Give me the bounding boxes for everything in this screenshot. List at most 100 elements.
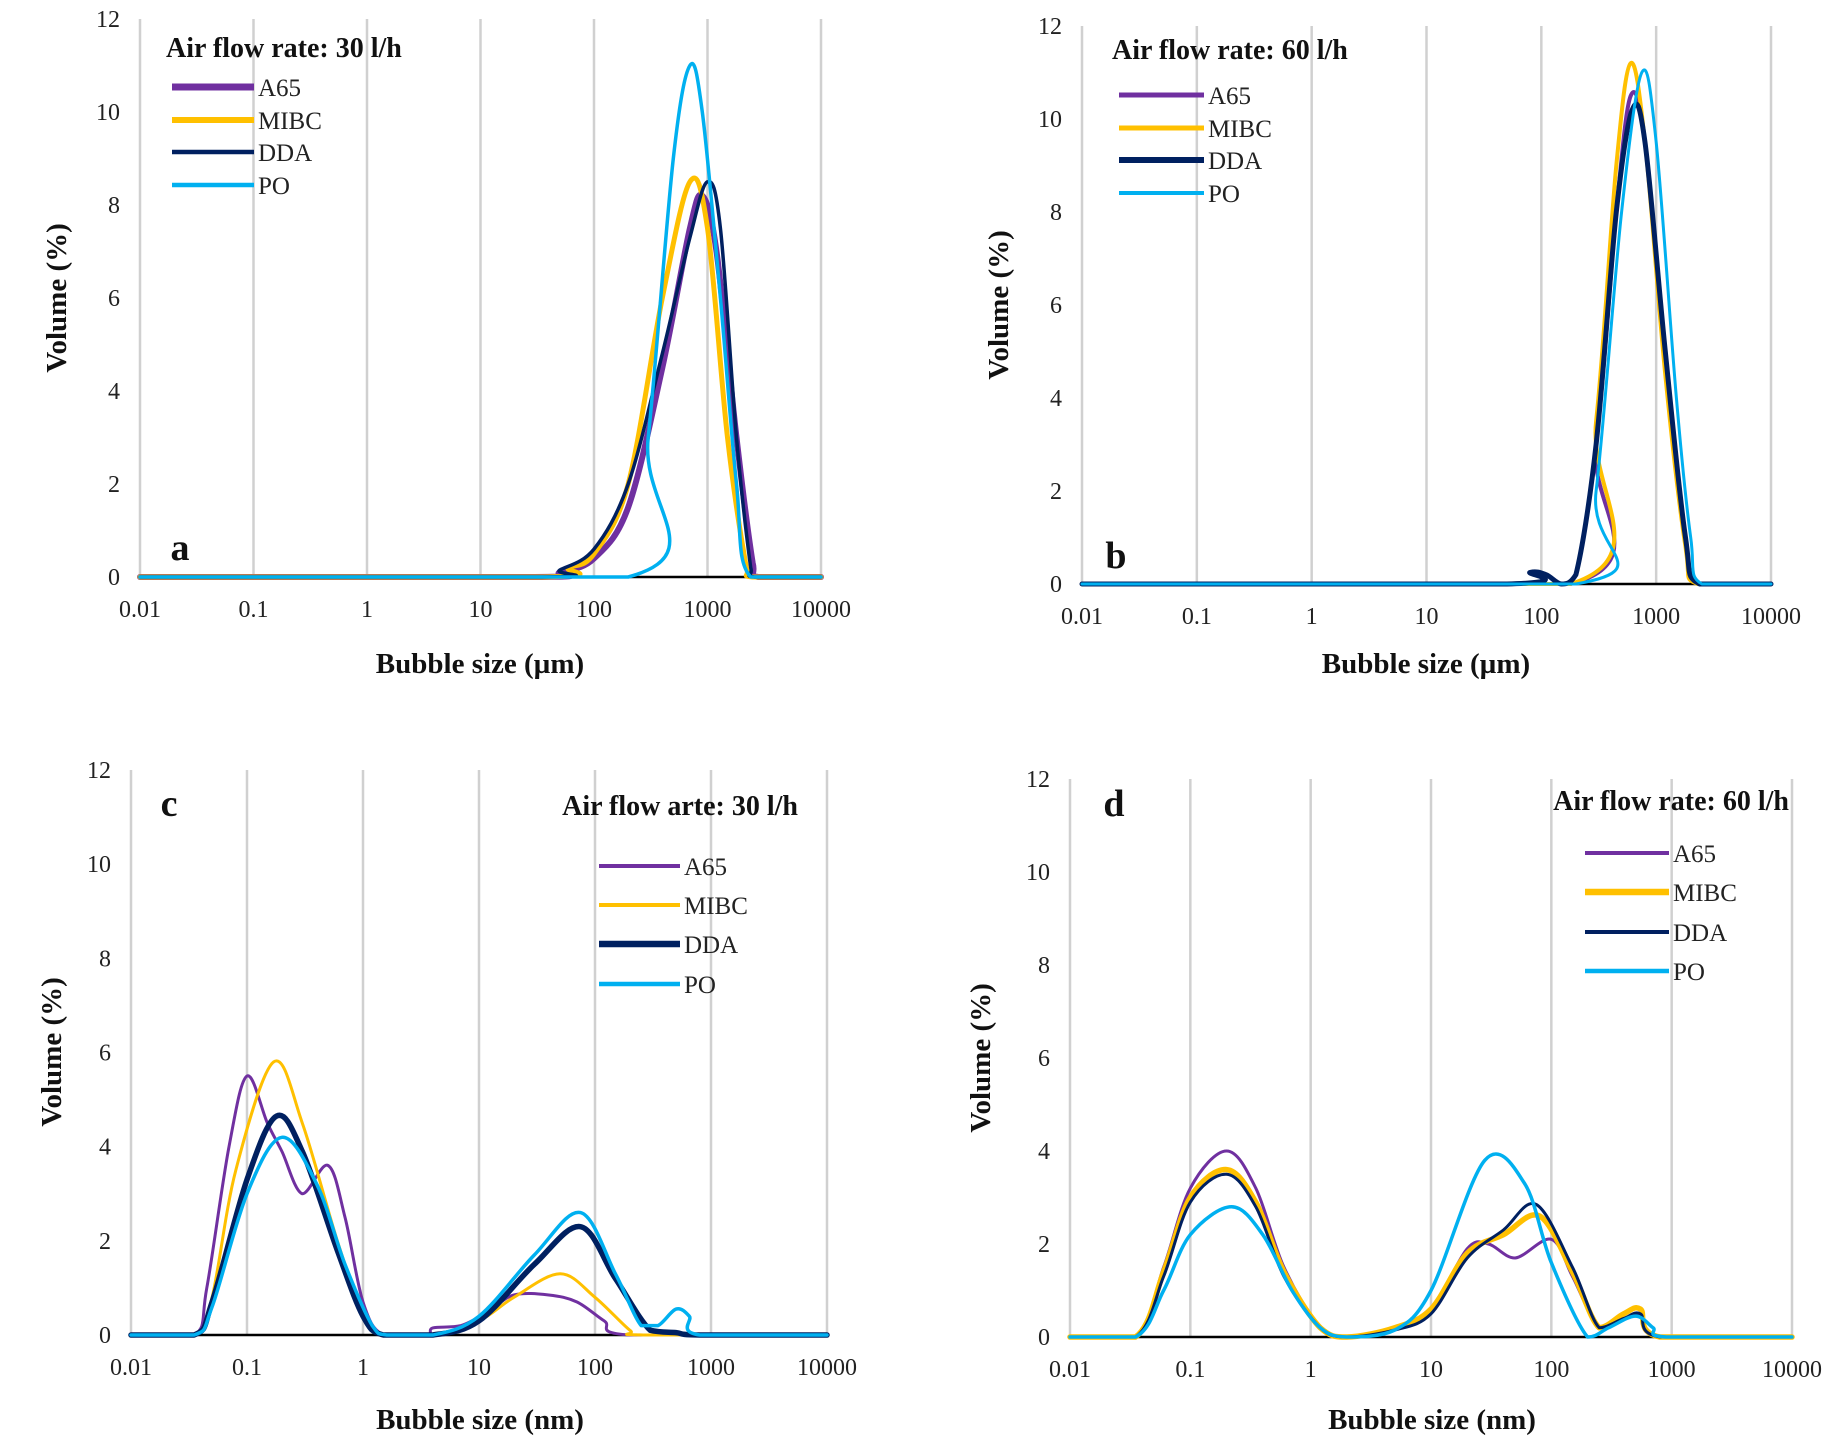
y-tick-label: 8: [108, 193, 120, 219]
series-line-po: [1068, 1152, 1794, 1339]
x-tick-label: 1000: [684, 597, 732, 623]
panel-letter: b: [1105, 535, 1126, 577]
y-tick-label: 6: [1050, 293, 1062, 319]
legend-label-a65: A65: [1673, 841, 1716, 868]
x-tick-label: 10: [1415, 604, 1439, 630]
x-tick-label: 1: [1306, 604, 1318, 630]
x-tick-label: 10000: [1762, 1357, 1822, 1383]
x-axis-label: Bubble size (µm): [376, 648, 584, 680]
x-tick-label: 1: [1305, 1357, 1317, 1383]
chart-title: Air flow rate: 60 l/h: [1112, 35, 1348, 66]
legend-label-dda: DDA: [258, 140, 312, 167]
y-tick-label: 6: [99, 1041, 111, 1067]
y-tick-label: 12: [87, 758, 111, 784]
y-tick-label: 6: [1038, 1046, 1050, 1072]
series-line-po: [138, 61, 823, 579]
x-tick-label: 10000: [1741, 604, 1801, 630]
x-tick-label: 10: [1419, 1357, 1443, 1383]
y-tick-label: 0: [108, 565, 120, 591]
y-tick-label: 0: [1038, 1325, 1050, 1351]
y-tick-label: 6: [108, 286, 120, 312]
x-tick-label: 100: [577, 1355, 613, 1381]
legend-label-po: PO: [684, 972, 716, 999]
y-tick-label: 12: [96, 7, 120, 33]
x-tick-label: 10000: [791, 597, 851, 623]
y-tick-label: 0: [1050, 572, 1062, 598]
panel-letter: a: [171, 527, 190, 569]
x-axis-label: Bubble size (nm): [376, 1404, 584, 1436]
legend-label-a65: A65: [258, 75, 301, 102]
legend-label-a65: A65: [684, 854, 727, 881]
y-tick-label: 12: [1026, 767, 1050, 793]
y-tick-label: 4: [99, 1135, 111, 1161]
y-tick-label: 8: [1050, 200, 1062, 226]
chart-d: 0.01 0.1 1 10 100 1000 10000 0 2 4 6 8 10 12 A65 MIBC DD…: [965, 767, 1822, 1436]
legend-label-po: PO: [1673, 959, 1705, 986]
y-tick-label: 2: [1038, 1232, 1050, 1258]
legend: A65 MIBC DDA PO: [172, 75, 322, 200]
y-tick-label: 4: [1038, 1139, 1050, 1165]
x-tick-label: 100: [1533, 1357, 1569, 1383]
series-line-po: [1080, 68, 1773, 586]
x-tick-label: 0.1: [1175, 1357, 1205, 1383]
legend-label-mibc: MIBC: [684, 893, 748, 920]
chart-title: Air flow arte: 30 l/h: [562, 791, 798, 822]
y-tick-label: 0: [99, 1323, 111, 1349]
legend-label-po: PO: [1208, 181, 1240, 208]
legend-label-mibc: MIBC: [1673, 880, 1737, 907]
panel-letter: c: [161, 783, 178, 825]
x-tick-label: 10000: [797, 1355, 857, 1381]
x-tick-label: 0.01: [1061, 604, 1103, 630]
x-tick-label: 1000: [1632, 604, 1680, 630]
x-tick-label: 10: [469, 597, 493, 623]
y-tick-label: 4: [108, 379, 120, 405]
y-tick-label: 8: [99, 946, 111, 972]
chart-b: 0.01 0.1 1 10 100 1000 10000 0 2 4 6 8 10 12 A65 MIBC DD…: [983, 14, 1801, 680]
y-tick-label: 4: [1050, 386, 1062, 412]
legend-label-dda: DDA: [1208, 148, 1262, 175]
y-tick-label: 2: [99, 1229, 111, 1255]
x-tick-label: 1: [357, 1355, 369, 1381]
legend-label-mibc: MIBC: [1208, 116, 1272, 143]
legend: A65 MIBC DDA PO: [1119, 83, 1272, 208]
x-tick-label: 100: [576, 597, 612, 623]
legend: A65 MIBC DDA PO: [599, 854, 748, 999]
series-line-mibc: [1067, 1166, 1795, 1340]
y-tick-label: 12: [1038, 14, 1062, 40]
y-tick-label: 2: [108, 472, 120, 498]
legend-label-dda: DDA: [1673, 920, 1727, 947]
x-tick-label: 0.01: [110, 1355, 152, 1381]
y-axis-label: Volume (%): [41, 223, 73, 373]
legend-label-mibc: MIBC: [258, 108, 322, 135]
legend-label-a65: A65: [1208, 83, 1251, 110]
chart-a: 0.01 0.1 1 10 100 1000 10000 0 2 4 6 8 10 12 A65 MIBC DD…: [41, 7, 851, 680]
y-tick-label: 10: [1026, 860, 1050, 886]
y-axis-label: Volume (%): [983, 230, 1015, 380]
legend: A65 MIBC DDA PO: [1585, 841, 1737, 986]
x-tick-label: 10: [467, 1355, 491, 1381]
y-tick-label: 2: [1050, 479, 1062, 505]
x-tick-label: 1000: [1648, 1357, 1696, 1383]
x-tick-label: 100: [1523, 604, 1559, 630]
y-tick-label: 10: [96, 100, 120, 126]
legend-label-po: PO: [258, 173, 290, 200]
legend-label-dda: DDA: [684, 932, 738, 959]
x-tick-label: 0.01: [1049, 1357, 1091, 1383]
panel-letter: d: [1103, 783, 1124, 825]
chart-c: 0.01 0.1 1 10 100 1000 10000 0 2 4 6 8 10 12 A65 MIBC DD…: [36, 758, 857, 1436]
series-line-dda: [1079, 101, 1774, 587]
series-line-po: [129, 1135, 829, 1337]
x-tick-label: 0.01: [119, 597, 161, 623]
chart-title: Air flow rate: 60 l/h: [1553, 786, 1789, 817]
x-tick-label: 0.1: [239, 597, 269, 623]
x-axis-label: Bubble size (nm): [1328, 1404, 1536, 1436]
y-tick-label: 10: [87, 852, 111, 878]
chart-title: Air flow rate: 30 l/h: [166, 33, 402, 64]
y-tick-label: 10: [1038, 107, 1062, 133]
y-axis-label: Volume (%): [965, 983, 997, 1133]
x-tick-label: 0.1: [232, 1355, 262, 1381]
y-tick-label: 8: [1038, 953, 1050, 979]
x-tick-label: 1000: [687, 1355, 735, 1381]
x-axis-label: Bubble size (µm): [1322, 648, 1530, 680]
